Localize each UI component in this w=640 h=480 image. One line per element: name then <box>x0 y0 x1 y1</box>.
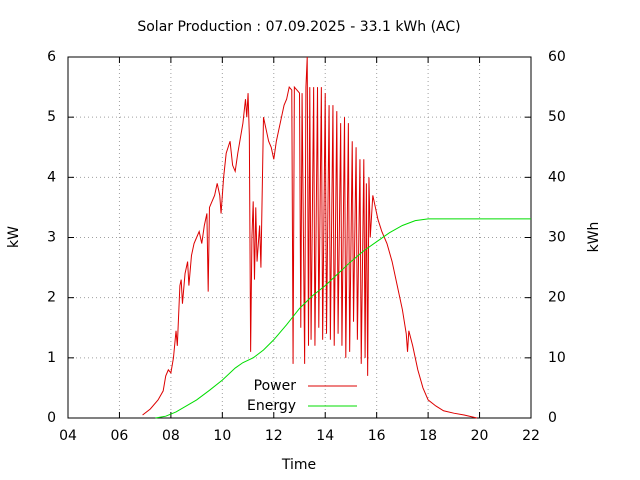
x-tick-label: 20 <box>471 428 489 444</box>
y2-tick-label: 20 <box>548 290 566 306</box>
y-tick-label: 4 <box>47 169 56 185</box>
x-tick-label: 08 <box>162 428 180 444</box>
y2-tick-label: 10 <box>548 350 566 366</box>
x-tick-label: 12 <box>265 428 283 444</box>
y2-tick-label: 60 <box>548 49 566 65</box>
y2-tick-label: 40 <box>548 169 566 185</box>
x-tick-label: 22 <box>522 428 540 444</box>
x-tick-label: 18 <box>419 428 437 444</box>
y-tick-label: 1 <box>47 350 56 366</box>
y2-axis-label: kWh <box>586 222 602 253</box>
x-tick-label: 14 <box>316 428 334 444</box>
y-tick-label: 0 <box>47 410 56 426</box>
x-axis-label: Time <box>281 457 316 473</box>
x-tick-label: 04 <box>59 428 77 444</box>
y2-tick-label: 30 <box>548 230 566 246</box>
y-axis-label: kW <box>6 226 22 248</box>
x-tick-label: 06 <box>111 428 129 444</box>
y-tick-label: 3 <box>47 230 56 246</box>
y-tick-label: 5 <box>47 109 56 125</box>
y2-tick-label: 50 <box>548 109 566 125</box>
series-line <box>155 218 531 419</box>
series-line <box>142 56 478 419</box>
y-tick-label: 2 <box>47 290 56 306</box>
legend-label: Power <box>254 378 297 394</box>
x-tick-label: 16 <box>368 428 386 444</box>
x-tick-label: 10 <box>213 428 231 444</box>
plot-frame <box>67 56 532 419</box>
legend-label: Energy <box>247 398 296 414</box>
y2-tick-label: 0 <box>548 410 557 426</box>
chart-title: Solar Production : 07.09.2025 - 33.1 kWh… <box>137 19 460 35</box>
y-tick-label: 6 <box>47 49 56 65</box>
